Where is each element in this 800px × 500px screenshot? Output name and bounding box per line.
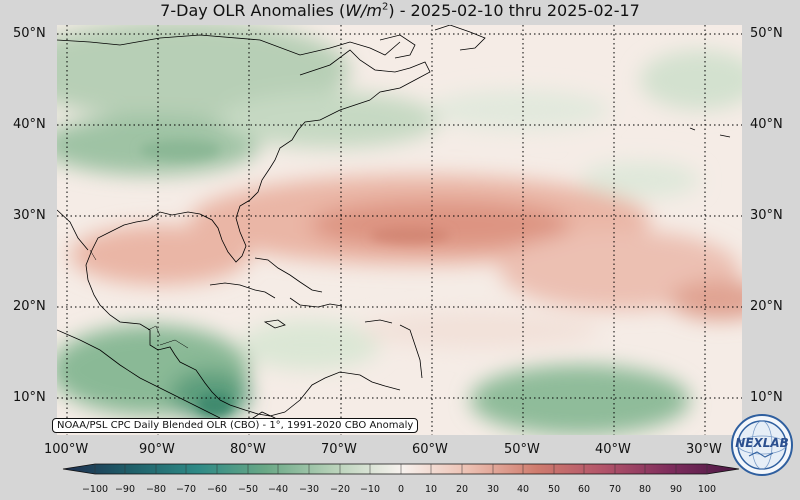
colorbar-tick-label: 60 bbox=[577, 484, 591, 495]
colorbar-tick-label: 80 bbox=[638, 484, 652, 495]
colorbar-tick-label: 50 bbox=[547, 484, 561, 495]
lat-label-left: 30°N bbox=[13, 208, 46, 223]
lon-label: 100°W bbox=[44, 442, 89, 457]
lat-label-right: 30°N bbox=[750, 208, 783, 223]
lon-label: 30°W bbox=[686, 442, 722, 457]
colorbar bbox=[62, 463, 740, 475]
lat-label-left: 40°N bbox=[13, 117, 46, 132]
colorbar-tick-label: −50 bbox=[237, 484, 259, 495]
colorbar-tick-label: 70 bbox=[608, 484, 622, 495]
colorbar-tick-label: 100 bbox=[697, 484, 717, 495]
colorbar-tick-label: −40 bbox=[267, 484, 289, 495]
lat-label-right: 20°N bbox=[750, 299, 783, 314]
colorbar-tick-label: −100 bbox=[81, 484, 109, 495]
colorbar-tick-label: −90 bbox=[114, 484, 136, 495]
coastlines bbox=[57, 25, 731, 431]
colorbar-tick-label: 10 bbox=[424, 484, 438, 495]
colorbar-tick-label: −70 bbox=[175, 484, 197, 495]
colorbar-tick-label: −30 bbox=[298, 484, 320, 495]
colorbar-tick-label: −10 bbox=[359, 484, 381, 495]
colorbar-tick-label: −20 bbox=[329, 484, 351, 495]
colorbar-tick-label: 40 bbox=[516, 484, 530, 495]
globe-icon bbox=[737, 420, 787, 470]
lat-label-right: 10°N bbox=[750, 390, 783, 405]
lat-label-right: 40°N bbox=[750, 117, 783, 132]
data-source-credit: NOAA/PSL CPC Daily Blended OLR (CBO) - 1… bbox=[52, 418, 419, 433]
colorbar-tick-label: 90 bbox=[669, 484, 683, 495]
colorbar-tick-label: −60 bbox=[206, 484, 228, 495]
lon-label: 60°W bbox=[412, 442, 448, 457]
gridlines bbox=[57, 25, 742, 435]
borders bbox=[89, 249, 189, 349]
lat-label-left: 50°N bbox=[13, 26, 46, 41]
logo-text: NEXLAB bbox=[735, 436, 789, 450]
lon-label: 50°W bbox=[504, 442, 540, 457]
lat-label-left: 10°N bbox=[13, 390, 46, 405]
lon-label: 90°W bbox=[139, 442, 175, 457]
colorbar-tick-label: 20 bbox=[455, 484, 469, 495]
colorbar-tick-label: 30 bbox=[486, 484, 500, 495]
lat-label-left: 20°N bbox=[13, 299, 46, 314]
figure-title: 7-Day OLR Anomalies (W/m2) - 2025-02-10 … bbox=[160, 1, 640, 20]
nexlab-logo: NEXLAB bbox=[731, 414, 793, 476]
colorbar-tick-label: 0 bbox=[397, 484, 405, 495]
lon-label: 40°W bbox=[595, 442, 631, 457]
map-field bbox=[57, 25, 742, 435]
lon-label: 80°W bbox=[230, 442, 266, 457]
colorbar-tick-label: −80 bbox=[145, 484, 167, 495]
lat-label-right: 50°N bbox=[750, 26, 783, 41]
lon-label: 70°W bbox=[321, 442, 357, 457]
